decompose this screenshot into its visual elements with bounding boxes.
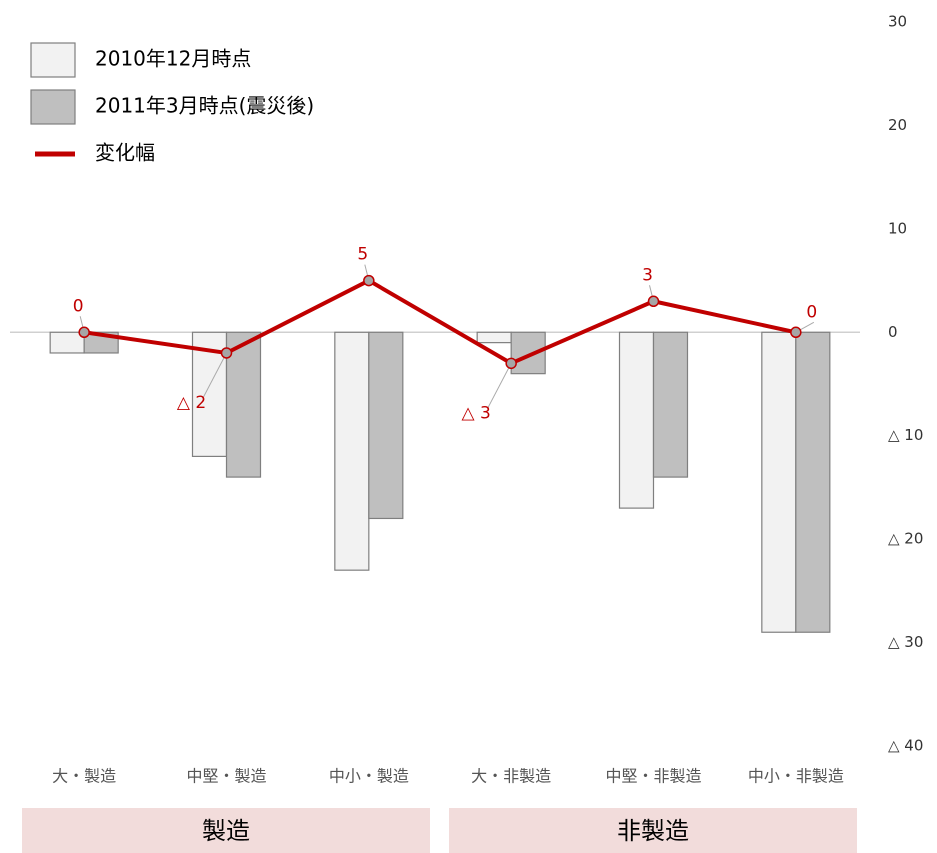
data-label: △ 2 [177,393,206,413]
bar [618,331,655,509]
group-box [22,808,430,853]
data-label: 3 [642,265,653,285]
line-point [220,347,233,359]
data-label: 0 [806,302,817,322]
legend-label: 変化幅 [95,141,155,165]
line-point [78,326,90,339]
y-tick-label: △ 40 [888,737,923,755]
bar [368,331,404,520]
legend-label: 2011年3月時点(震災後) [95,94,314,118]
bar [476,331,512,344]
x-tick-label: 大・製造 [52,767,116,786]
leader-line [203,352,227,398]
bar [795,331,831,633]
bar [225,331,262,478]
y-tick-label: 10 [888,219,907,237]
data-label: 5 [357,245,368,265]
y-tick-label: 30 [888,13,907,31]
x-tick-label: 中小・製造 [329,767,409,786]
line [83,278,797,366]
y-tick-label: 0 [888,323,898,341]
y-tick-label: △ 10 [888,426,923,444]
data-label: △ 3 [462,403,491,423]
bar [49,331,85,354]
bar [334,331,370,571]
x-tick-label: 中堅・非製造 [605,767,701,786]
x-tick-label: 中堅・製造 [186,767,266,786]
group-label: 非製造 [617,817,689,845]
legend-swatch [30,42,76,78]
y-tick-label: △ 20 [888,530,923,548]
legend-swatch [30,89,76,125]
group-box [449,808,857,853]
line-point [790,326,802,339]
data-label: 0 [73,296,84,316]
line-point [363,274,375,287]
line-point [505,357,517,370]
leader-line [487,363,512,408]
bar [761,331,797,633]
y-tick-label: 20 [888,116,907,134]
group-label: 製造 [202,817,250,845]
line-point [647,295,660,308]
bar [510,331,546,375]
bar [652,331,689,478]
x-tick-label: 大・非製造 [471,767,551,786]
x-tick-label: 中小・非製造 [748,767,844,786]
legend-label: 2010年12月時点 [95,47,251,71]
y-tick-label: △ 30 [888,633,923,651]
